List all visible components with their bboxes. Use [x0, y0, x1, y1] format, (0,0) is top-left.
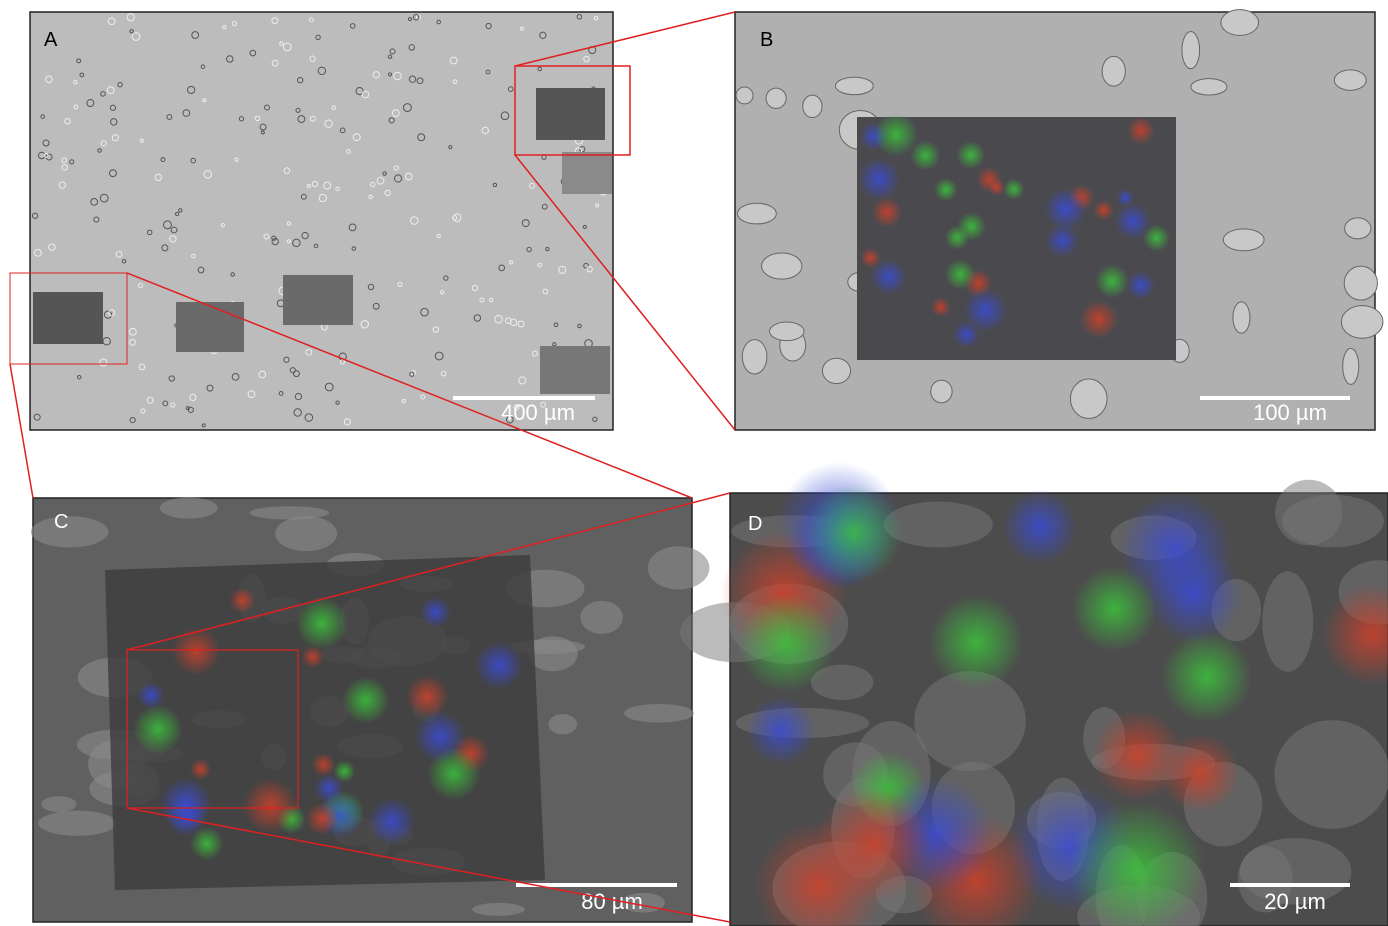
texture	[931, 297, 951, 317]
texture	[528, 636, 578, 671]
texture	[133, 704, 183, 754]
texture	[803, 95, 822, 117]
texture	[874, 113, 918, 157]
texture	[306, 802, 338, 834]
texture	[301, 646, 324, 669]
panel-label: A	[44, 29, 58, 51]
texture	[1274, 720, 1388, 829]
texture	[580, 601, 623, 634]
scale-bar-label: 20 µm	[1264, 889, 1326, 914]
texture	[945, 259, 975, 289]
texture	[1191, 79, 1227, 95]
texture	[1095, 264, 1129, 298]
texture	[934, 178, 957, 201]
texture	[738, 595, 836, 693]
texture	[190, 759, 211, 780]
texture	[929, 595, 1024, 690]
texture	[931, 380, 952, 403]
page: {"panels": [ {"label": "A", "scale_bar":…	[0, 0, 1388, 926]
texture	[1221, 10, 1259, 36]
texture	[1223, 229, 1264, 251]
texture	[1092, 710, 1183, 801]
texture	[1127, 117, 1155, 145]
texture	[858, 158, 900, 200]
texture	[1102, 56, 1125, 86]
texture	[314, 774, 343, 803]
texture	[1345, 218, 1371, 239]
panel-c: C 80 µm	[31, 497, 710, 922]
texture	[414, 711, 465, 762]
texture	[1044, 188, 1087, 231]
texture	[872, 197, 902, 227]
texture	[1341, 306, 1383, 339]
panel-a: A 400 µm	[30, 12, 613, 430]
texture	[1334, 70, 1366, 90]
texture	[243, 778, 298, 833]
texture	[368, 798, 416, 846]
texture	[31, 516, 108, 547]
panel-b: B 100 µm	[735, 10, 1383, 430]
scale-bar-label: 100 µm	[1253, 400, 1327, 425]
texture	[41, 796, 76, 812]
texture	[766, 88, 786, 108]
texture	[1344, 266, 1377, 300]
panel-label: D	[748, 513, 762, 535]
texture	[822, 358, 850, 383]
panel-label: C	[54, 511, 68, 533]
texture	[742, 340, 767, 374]
panel-label: B	[760, 29, 773, 51]
texture	[1182, 32, 1200, 69]
texture	[160, 497, 218, 518]
texture	[1070, 379, 1107, 418]
texture	[548, 714, 577, 734]
texture	[420, 597, 451, 628]
texture	[624, 704, 694, 723]
texture	[648, 546, 710, 589]
texture	[312, 753, 335, 776]
texture	[1080, 300, 1119, 339]
texture	[38, 811, 116, 836]
texture	[1093, 200, 1114, 221]
texture	[911, 141, 941, 171]
texture	[472, 903, 525, 916]
texture	[736, 87, 753, 104]
texture	[1262, 571, 1313, 672]
texture	[762, 253, 802, 279]
texture	[957, 212, 986, 241]
texture	[964, 288, 1008, 332]
scale-bar-label: 400 µm	[501, 400, 575, 425]
texture	[342, 676, 389, 723]
texture	[957, 141, 985, 169]
figure: A 400 µm B 100 µm C 80 µm D 20 µm	[0, 0, 1388, 926]
texture	[1002, 489, 1077, 564]
texture	[1343, 348, 1359, 384]
texture	[1161, 631, 1252, 722]
texture	[871, 259, 907, 295]
texture	[835, 77, 873, 94]
texture	[275, 516, 337, 551]
texture	[815, 786, 931, 902]
texture	[805, 484, 903, 582]
texture	[1233, 302, 1250, 333]
texture	[769, 322, 804, 341]
texture	[475, 641, 524, 690]
texture	[172, 627, 220, 675]
texture	[1072, 566, 1157, 651]
texture	[1282, 495, 1384, 548]
texture	[1046, 224, 1079, 257]
texture	[137, 682, 164, 709]
texture	[977, 167, 1002, 192]
texture	[229, 588, 255, 614]
panel-d: D 20 µm	[680, 462, 1388, 926]
texture	[1143, 225, 1170, 252]
texture	[1126, 271, 1155, 300]
texture	[1003, 179, 1024, 200]
texture	[746, 696, 816, 766]
texture	[737, 203, 776, 224]
scale-bar-label: 80 µm	[581, 889, 643, 914]
